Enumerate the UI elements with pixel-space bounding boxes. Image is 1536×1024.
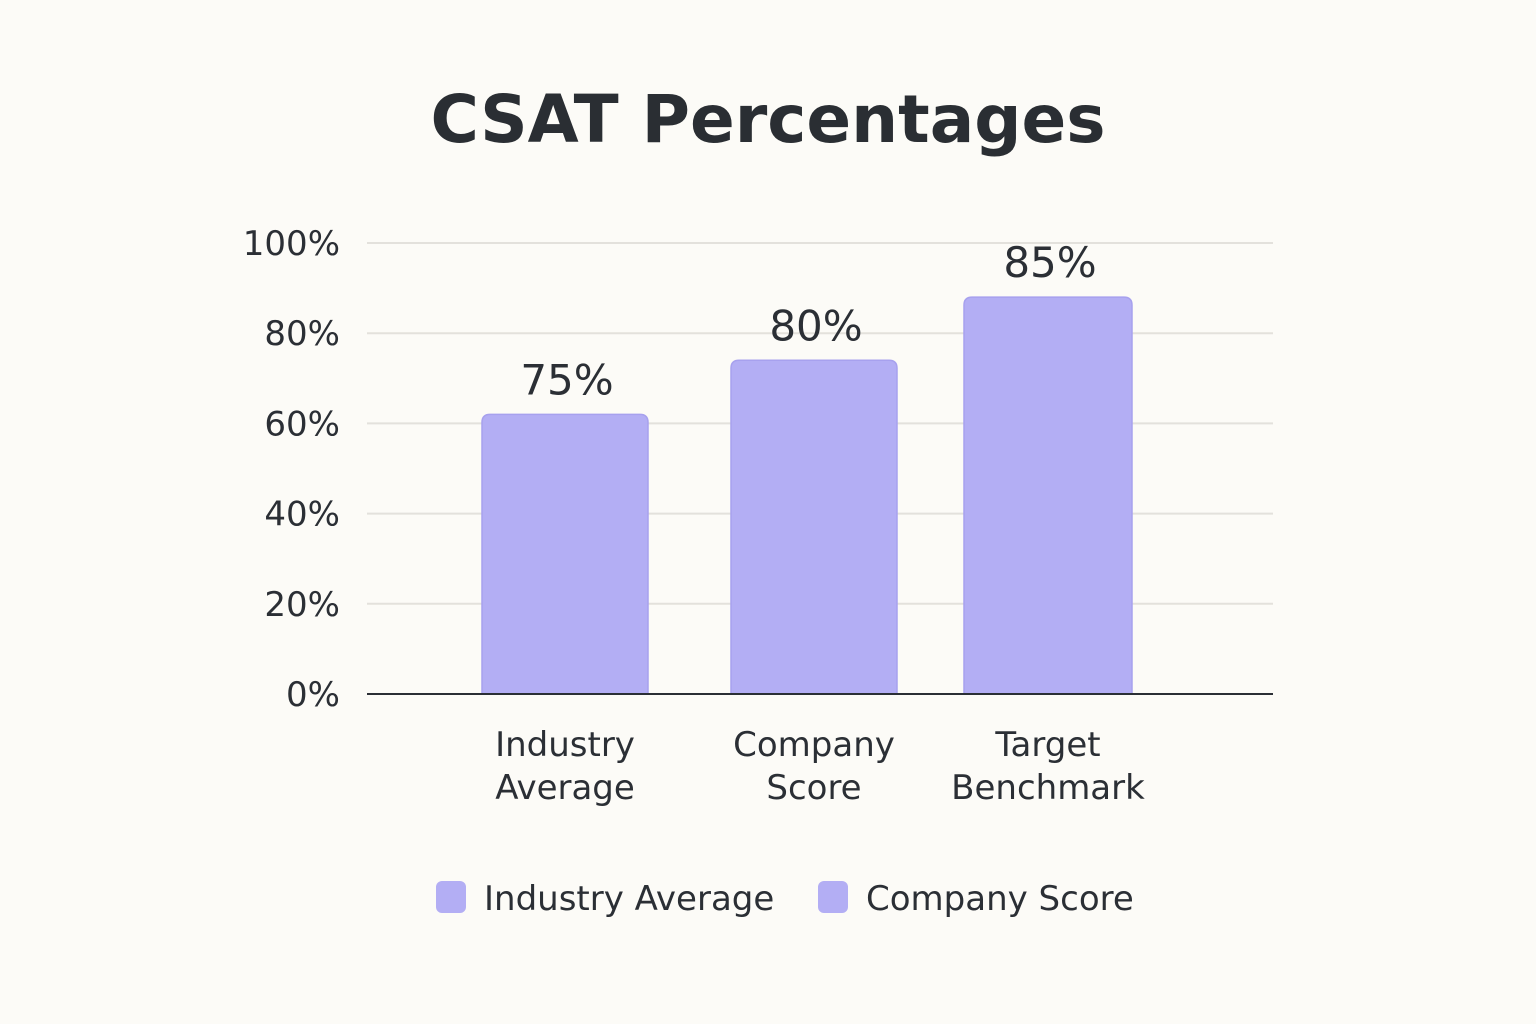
y-tick-label: 80% <box>264 314 340 354</box>
legend-swatch <box>436 881 466 913</box>
y-tick-label: 100% <box>243 224 340 264</box>
data-label: 80% <box>769 301 862 350</box>
y-tick-label: 60% <box>264 404 340 444</box>
data-label: 75% <box>520 355 613 404</box>
x-category-label: Industry <box>495 725 635 765</box>
x-category-label: Target <box>994 725 1100 765</box>
x-category-label: Company <box>733 725 895 765</box>
legend-item: Industry Average <box>436 879 774 919</box>
data-label: 85% <box>1003 238 1096 287</box>
chart-title: CSAT Percentages <box>430 81 1105 158</box>
legend-item: Company Score <box>818 879 1134 919</box>
data-labels: 75% 80% 85% <box>520 238 1096 404</box>
y-tick-label: 40% <box>264 495 340 535</box>
bar <box>730 359 898 695</box>
legend-label: Industry Average <box>484 879 774 919</box>
y-tick-label: 20% <box>264 585 340 625</box>
legend: Industry Average Company Score <box>436 879 1134 919</box>
x-category-label: Average <box>495 768 635 808</box>
legend-label: Company Score <box>866 879 1134 919</box>
y-tick-label: 0% <box>286 675 340 715</box>
bar <box>481 413 649 695</box>
legend-swatch <box>818 881 848 913</box>
y-axis-ticks: 0% 20% 40% 60% 80% 100% <box>243 224 340 715</box>
x-category-label: Benchmark <box>951 768 1145 808</box>
bars <box>481 296 1133 695</box>
x-category-label: Score <box>766 768 861 808</box>
bar <box>963 296 1133 695</box>
